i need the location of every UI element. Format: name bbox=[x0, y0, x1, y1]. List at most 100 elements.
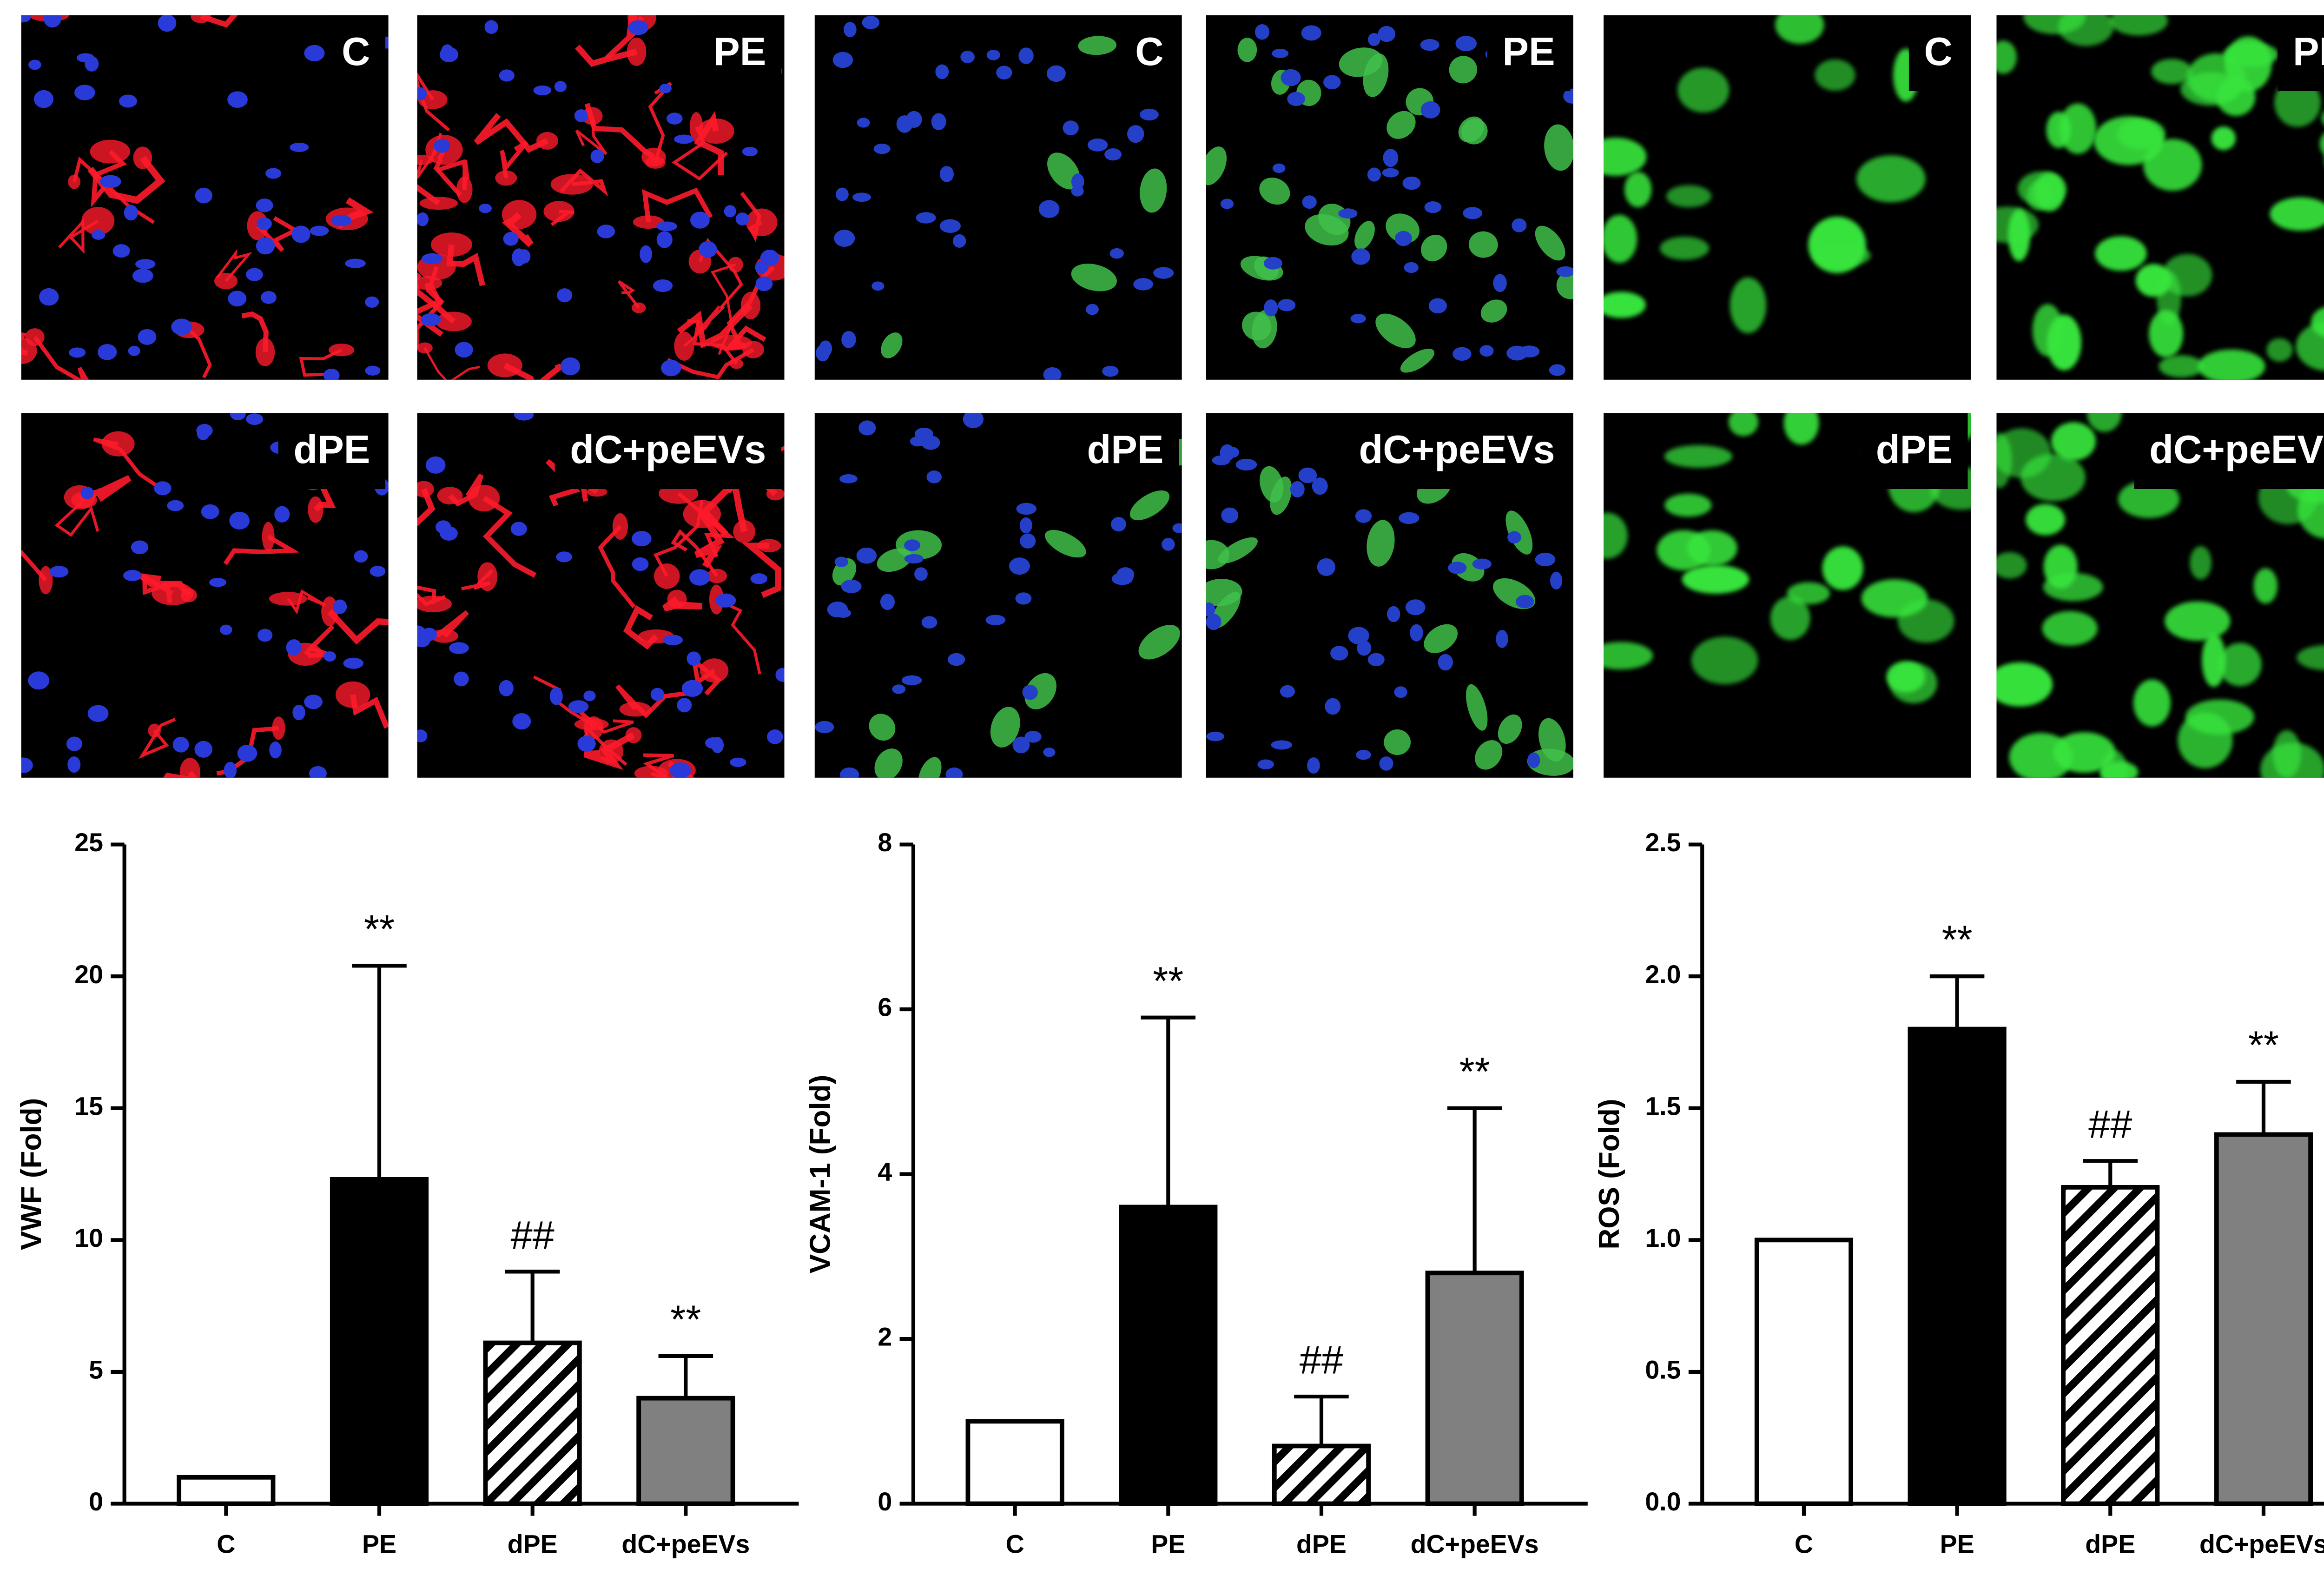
stain bbox=[881, 332, 903, 358]
stain bbox=[308, 496, 324, 523]
panel-label: dPE bbox=[293, 427, 370, 471]
stain bbox=[1237, 38, 1257, 62]
nucleus bbox=[819, 340, 832, 357]
stain bbox=[575, 116, 607, 155]
error-bar bbox=[2083, 1159, 2138, 1187]
micrograph: PE bbox=[417, 15, 785, 380]
nucleus bbox=[421, 313, 441, 326]
nucleus bbox=[1512, 218, 1527, 232]
nucleus bbox=[1264, 299, 1278, 317]
nucleus bbox=[417, 87, 427, 101]
nucleus bbox=[1206, 602, 1215, 616]
stain bbox=[689, 112, 703, 142]
stain bbox=[417, 342, 433, 354]
stain bbox=[581, 107, 603, 125]
stain bbox=[1996, 662, 2053, 707]
stain bbox=[990, 707, 1020, 748]
nucleus bbox=[478, 204, 492, 213]
nucleus bbox=[28, 671, 50, 690]
nucleus bbox=[323, 369, 340, 380]
y-tick-label: 2.5 bbox=[1645, 828, 1681, 857]
nucleus bbox=[1133, 278, 1154, 291]
stain bbox=[223, 535, 300, 565]
stain bbox=[1480, 299, 1507, 323]
nucleus bbox=[1351, 248, 1370, 265]
y-tick-label: 0 bbox=[89, 1487, 103, 1516]
stain bbox=[101, 431, 135, 457]
bar bbox=[2061, 1185, 2160, 1506]
stain bbox=[1386, 111, 1416, 139]
stain bbox=[1270, 477, 1292, 515]
nucleus bbox=[324, 651, 336, 662]
stain bbox=[477, 562, 498, 591]
nucleus bbox=[158, 15, 177, 32]
nucleus bbox=[499, 69, 515, 82]
nucleus bbox=[230, 413, 246, 421]
nucleus bbox=[1493, 274, 1507, 292]
nucleus bbox=[681, 680, 703, 697]
stain bbox=[746, 208, 778, 237]
stain bbox=[716, 598, 761, 675]
stain bbox=[694, 512, 725, 569]
stain bbox=[2026, 504, 2066, 536]
stain bbox=[2043, 544, 2078, 589]
nucleus bbox=[1263, 257, 1283, 270]
nucleus bbox=[1221, 507, 1239, 523]
panel-label-box bbox=[1908, 15, 1968, 92]
nucleus bbox=[901, 675, 922, 685]
nucleus bbox=[499, 680, 514, 696]
stain bbox=[1624, 172, 1652, 207]
nucleus bbox=[1127, 125, 1144, 143]
stain bbox=[417, 488, 436, 527]
nucleus bbox=[640, 245, 652, 263]
nucleus bbox=[583, 690, 596, 702]
nucleus bbox=[628, 20, 649, 35]
nucleus bbox=[834, 230, 855, 247]
nucleus bbox=[434, 139, 450, 153]
panel-label: C bbox=[1924, 29, 1953, 73]
micrograph: dC+peEVs bbox=[417, 413, 785, 778]
stain bbox=[1339, 47, 1383, 77]
nucleus bbox=[858, 420, 876, 436]
nucleus bbox=[904, 554, 924, 564]
nucleus bbox=[1307, 757, 1320, 774]
nucleus bbox=[138, 329, 157, 345]
nucleus bbox=[246, 268, 263, 281]
nucleus bbox=[441, 44, 454, 59]
y-tick-label: 1.0 bbox=[1645, 1224, 1681, 1252]
nucleus bbox=[43, 15, 61, 28]
significance-label: ** bbox=[2248, 1023, 2279, 1067]
nucleus bbox=[1424, 201, 1442, 213]
nucleus bbox=[857, 118, 870, 128]
stain bbox=[1535, 225, 1565, 261]
nucleus bbox=[514, 413, 534, 421]
stain bbox=[431, 232, 472, 257]
nucleus bbox=[257, 629, 273, 642]
nucleus bbox=[436, 520, 451, 534]
nucleus bbox=[1220, 199, 1234, 209]
stain bbox=[1996, 40, 2017, 74]
stain bbox=[191, 15, 211, 23]
stain bbox=[733, 520, 756, 543]
nucleus bbox=[1302, 195, 1317, 209]
stain bbox=[697, 118, 734, 144]
nucleus bbox=[132, 269, 153, 283]
nucleus bbox=[422, 253, 443, 265]
stain bbox=[1461, 119, 1488, 145]
nucleus bbox=[257, 217, 272, 231]
stain bbox=[216, 248, 253, 282]
stain bbox=[1206, 146, 1227, 185]
nucleus bbox=[1087, 138, 1108, 152]
nucleus bbox=[194, 741, 213, 758]
nucleus bbox=[775, 668, 785, 682]
nucleus bbox=[171, 318, 192, 335]
nucleus bbox=[1420, 39, 1439, 51]
nucleus bbox=[1272, 49, 1289, 58]
panel-label-box bbox=[1120, 15, 1179, 92]
stain bbox=[417, 276, 442, 290]
stain bbox=[503, 363, 562, 380]
nucleus bbox=[1271, 740, 1292, 750]
panel-label: PE bbox=[1502, 29, 1555, 73]
nucleus bbox=[985, 615, 1006, 626]
nucleus bbox=[666, 113, 683, 125]
